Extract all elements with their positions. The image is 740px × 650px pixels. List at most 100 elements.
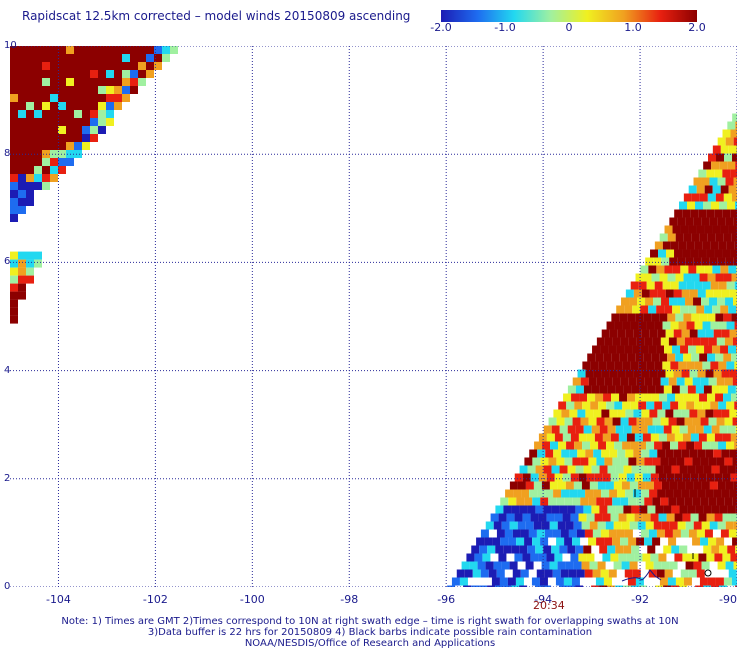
wind-difference-cell [18,190,26,198]
wind-difference-cell [681,289,690,298]
wind-difference-cell [655,425,664,434]
wind-difference-cell [50,118,58,126]
wind-difference-cell [717,297,726,306]
wind-difference-cell [641,449,650,458]
wind-difference-cell [26,182,34,190]
wind-difference-cell [701,561,710,570]
wind-difference-cell [729,329,737,338]
wind-difference-cell [572,457,581,466]
wind-difference-cell [655,505,664,514]
wind-difference-cell [689,449,698,458]
wind-difference-cell [670,401,679,410]
wind-difference-cell [582,441,591,450]
wind-difference-cell [645,561,654,570]
wind-difference-cell [629,481,638,490]
wind-difference-cell [553,409,562,418]
wind-difference-cell [638,441,647,450]
wind-difference-cell [610,433,619,442]
wind-difference-cell [697,489,706,498]
wind-difference-cell [553,489,562,498]
wind-difference-cell [693,297,702,306]
wind-difference-cell [673,289,682,298]
wind-difference-cell [678,361,687,370]
wind-difference-cell [657,489,666,498]
wind-difference-cell [154,46,162,54]
wind-difference-cell [697,449,706,458]
wind-difference-cell [548,497,557,506]
wind-difference-cell [662,241,671,250]
wind-difference-cell [684,337,693,346]
wind-difference-cell [34,142,42,150]
wind-difference-cell [98,94,106,102]
wind-difference-cell [586,553,595,562]
wind-difference-cell [640,345,649,354]
wind-difference-cell [26,134,34,142]
wind-difference-cell [714,433,723,442]
wind-difference-cell [34,54,42,62]
wind-difference-cell [710,441,719,450]
wind-difference-cell [614,401,623,410]
wind-difference-cell [550,441,559,450]
wind-difference-cell [670,321,679,330]
wind-difference-cell [727,545,736,554]
wind-difference-cell [637,297,646,306]
wind-difference-cell [536,529,545,538]
wind-difference-cell [701,521,710,530]
wind-difference-cell [583,505,592,514]
wind-difference-cell [665,289,674,298]
wind-difference-cell [733,297,737,306]
wind-difference-cell [734,441,737,450]
wind-difference-cell [708,377,717,386]
wind-difference-cell [495,505,504,514]
wind-difference-cell [639,385,648,394]
wind-difference-cell [480,569,489,578]
wind-difference-cell [693,561,702,570]
wind-difference-cell [456,569,465,578]
wind-difference-cell [594,513,603,522]
wind-difference-cell [567,545,576,554]
wind-difference-cell [642,433,651,442]
wind-difference-cell [599,585,608,587]
wind-difference-cell [18,158,26,166]
wind-difference-cell [90,118,98,126]
wind-difference-cell [50,46,58,54]
wind-difference-cell [664,225,673,234]
wind-difference-cell [58,86,66,94]
wind-difference-cell [652,377,661,386]
wind-difference-cell [692,537,701,546]
wind-difference-cell [628,417,637,426]
wind-difference-cell [649,289,658,298]
wind-difference-cell [698,249,707,258]
wind-difference-cell [682,513,691,522]
wind-difference-cell [734,401,737,410]
wind-difference-cell [18,142,26,150]
wind-difference-cell [602,433,611,442]
wind-difference-cell [717,217,726,226]
wind-difference-cell [515,577,524,586]
y-tick-label: 4 [4,364,11,376]
wind-difference-cell [704,265,713,274]
wind-difference-cell [672,305,681,314]
wind-difference-cell [578,513,587,522]
wind-difference-cell [42,86,50,94]
wind-difference-cell [632,305,641,314]
wind-difference-cell [599,465,608,474]
wind-difference-cell [138,78,146,86]
wind-difference-cell [735,201,737,210]
wind-difference-cell [633,289,642,298]
wind-difference-cell [651,273,660,282]
wind-difference-cell [728,305,737,314]
wind-difference-cell [707,273,716,282]
wind-difference-cell [629,521,638,530]
wind-difference-cell [641,289,650,298]
wind-difference-cell [66,70,74,78]
wind-difference-cell [646,281,655,290]
wind-difference-cell [513,489,522,498]
wind-difference-cell [705,329,714,338]
wind-difference-cell [646,361,655,370]
wind-difference-cell [713,329,722,338]
wind-difference-cell [727,505,736,514]
wind-difference-cell [451,577,460,586]
wind-difference-cell [716,337,725,346]
wind-difference-cell [683,313,692,322]
